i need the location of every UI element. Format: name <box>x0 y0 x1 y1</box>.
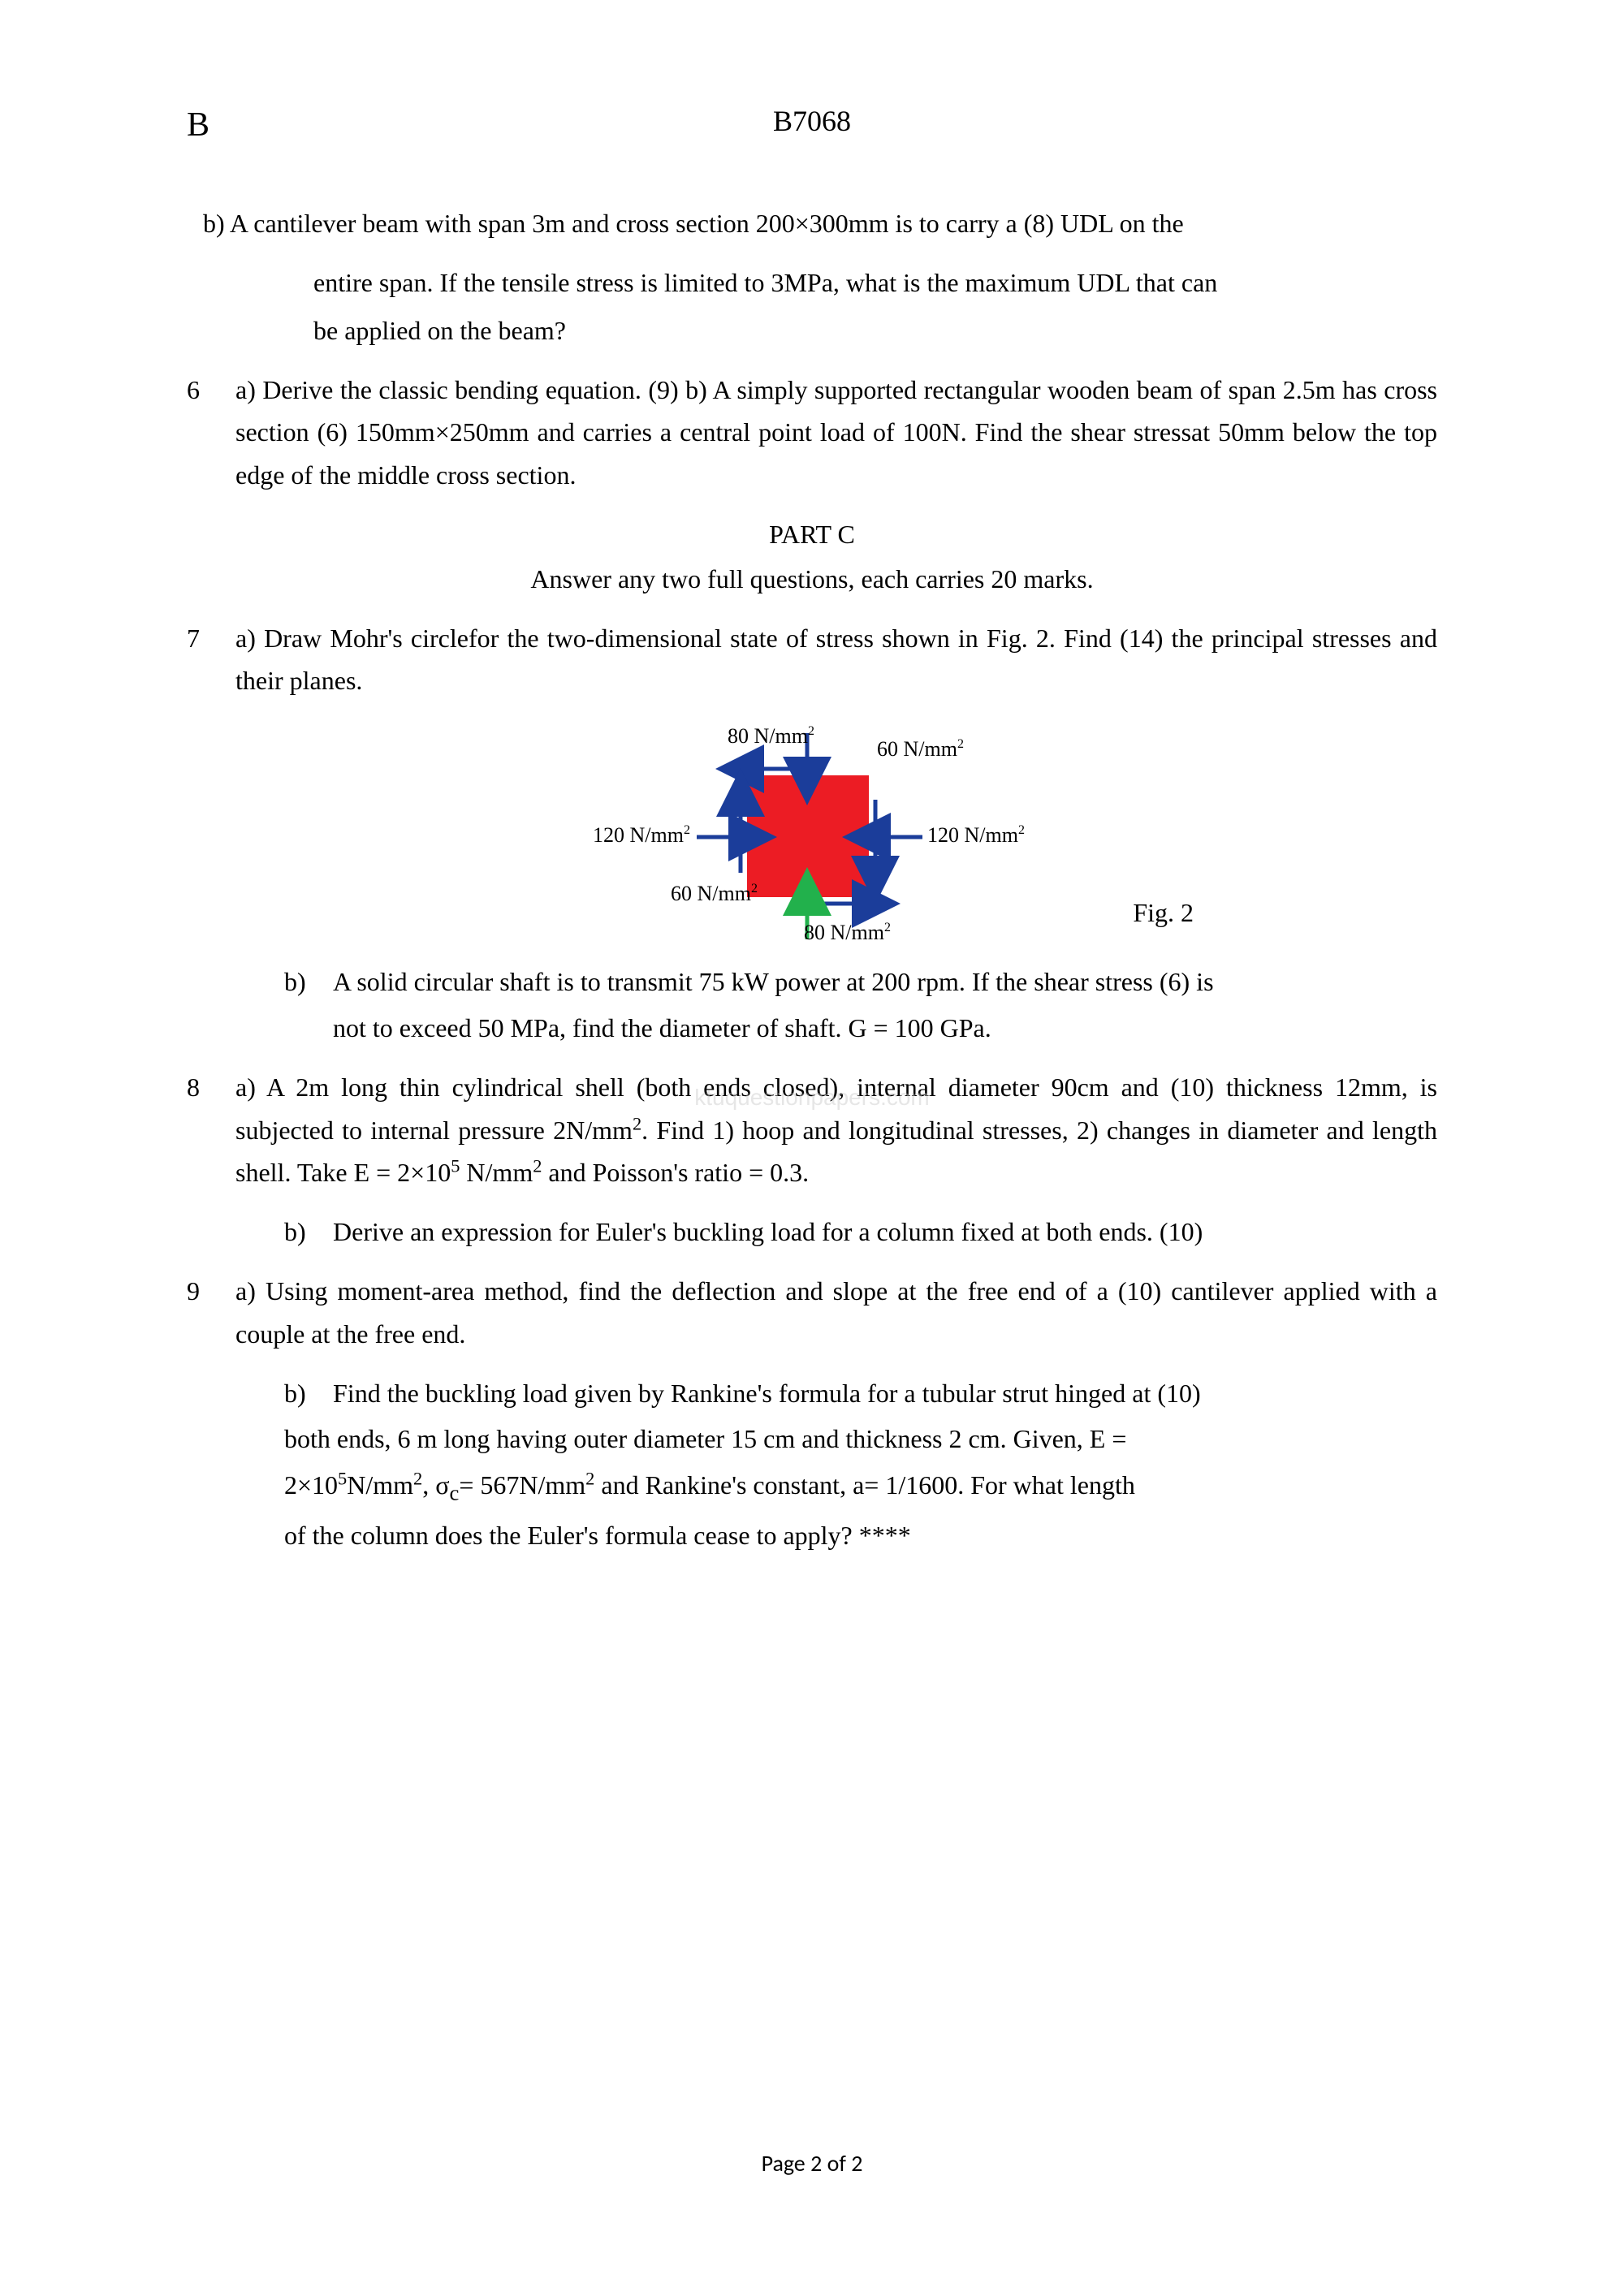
q9a-text: a) Using moment-area method, find the de… <box>235 1270 1437 1356</box>
sup-2d: 2 <box>585 1469 594 1489</box>
q8b-text: Derive an expression for Euler's bucklin… <box>333 1211 1437 1254</box>
q5b-line1: b) A cantilever beam with span 3m and cr… <box>187 202 1437 245</box>
q6-number: 6 <box>187 369 235 497</box>
q9b-letter: b) <box>284 1372 333 1415</box>
q9b-cont3: of the column does the Euler's formula c… <box>187 1514 1437 1557</box>
q5b-line2: entire span. If the tensile stress is li… <box>187 261 1437 304</box>
q7b-cont: not to exceed 50 MPa, find the diameter … <box>187 1007 1437 1050</box>
page-footer: Page 2 of 2 <box>762 2145 863 2182</box>
q8b-row: b) Derive an expression for Euler's buck… <box>187 1211 1437 1254</box>
q9b-c2a: 2×10 <box>284 1470 338 1500</box>
section-letter: B <box>187 97 209 153</box>
q8a: 8 a) A 2m long thin cylindrical shell (b… <box>187 1066 1437 1194</box>
q6-text: a) Derive the classic bending equation. … <box>235 369 1437 497</box>
q9b-text: Find the buckling load given by Rankine'… <box>333 1372 1437 1415</box>
q9b-cont2: 2×105N/mm2, σc= 567N/mm2 and Rankine's c… <box>187 1464 1437 1510</box>
q8a-post2: N/mm <box>460 1158 533 1187</box>
svg-text:120 N/mm2: 120 N/mm2 <box>593 823 690 847</box>
svg-text:60 N/mm2: 60 N/mm2 <box>671 882 758 905</box>
svg-text:60 N/mm2: 60 N/mm2 <box>877 737 964 761</box>
svg-text:80 N/mm2: 80 N/mm2 <box>804 921 891 944</box>
q7b-row: b) A solid circular shaft is to transmit… <box>187 960 1437 1003</box>
q8a-text: a) A 2m long thin cylindrical shell (bot… <box>235 1066 1437 1194</box>
part-c-title: PART C <box>187 513 1437 556</box>
sup-2: 2 <box>633 1113 641 1133</box>
svg-text:120 N/mm2: 120 N/mm2 <box>927 823 1025 847</box>
q9b-cont1: both ends, 6 m long having outer diamete… <box>187 1418 1437 1461</box>
q9b-c2d: = 567N/mm <box>459 1470 585 1500</box>
q9b-row: b) Find the buckling load given by Ranki… <box>187 1372 1437 1415</box>
q9b-c2e: and Rankine's constant, a= 1/1600. For w… <box>594 1470 1134 1500</box>
q6: 6 a) Derive the classic bending equation… <box>187 369 1437 497</box>
figure-2: 80 N/mm2 60 N/mm2 120 N/mm2 120 N/mm2 60… <box>187 719 1437 946</box>
q7b-text: A solid circular shaft is to transmit 75… <box>333 960 1437 1003</box>
sup-5b: 5 <box>338 1469 347 1489</box>
q8b-letter: b) <box>284 1211 333 1254</box>
fig2-svg: 80 N/mm2 60 N/mm2 120 N/mm2 120 N/mm2 60… <box>560 719 1064 946</box>
q7b-letter: b) <box>284 960 333 1003</box>
svg-text:80 N/mm2: 80 N/mm2 <box>728 724 814 748</box>
q5b-line3: be applied on the beam? <box>187 309 1437 352</box>
sup-5: 5 <box>451 1156 460 1176</box>
q8a-post3: and Poisson's ratio = 0.3. <box>542 1158 809 1187</box>
q9b-c2c: , σ <box>422 1470 449 1500</box>
sub-c: c <box>449 1481 459 1505</box>
q9b-c2b: N/mm <box>347 1470 413 1500</box>
page-header: B B7068 <box>187 97 1437 153</box>
sup-2b: 2 <box>533 1156 542 1176</box>
q7-number: 7 <box>187 617 235 703</box>
fig2-caption: Fig. 2 <box>1133 891 1194 934</box>
q8-number: 8 <box>187 1066 235 1194</box>
q9a: 9 a) Using moment-area method, find the … <box>187 1270 1437 1356</box>
sup-2c: 2 <box>413 1469 422 1489</box>
part-c-subtitle: Answer any two full questions, each carr… <box>187 558 1437 601</box>
q7a: 7 a) Draw Mohr's circlefor the two-dimen… <box>187 617 1437 703</box>
q7a-text: a) Draw Mohr's circlefor the two-dimensi… <box>235 617 1437 703</box>
paper-code: B7068 <box>773 97 851 145</box>
q9-number: 9 <box>187 1270 235 1356</box>
